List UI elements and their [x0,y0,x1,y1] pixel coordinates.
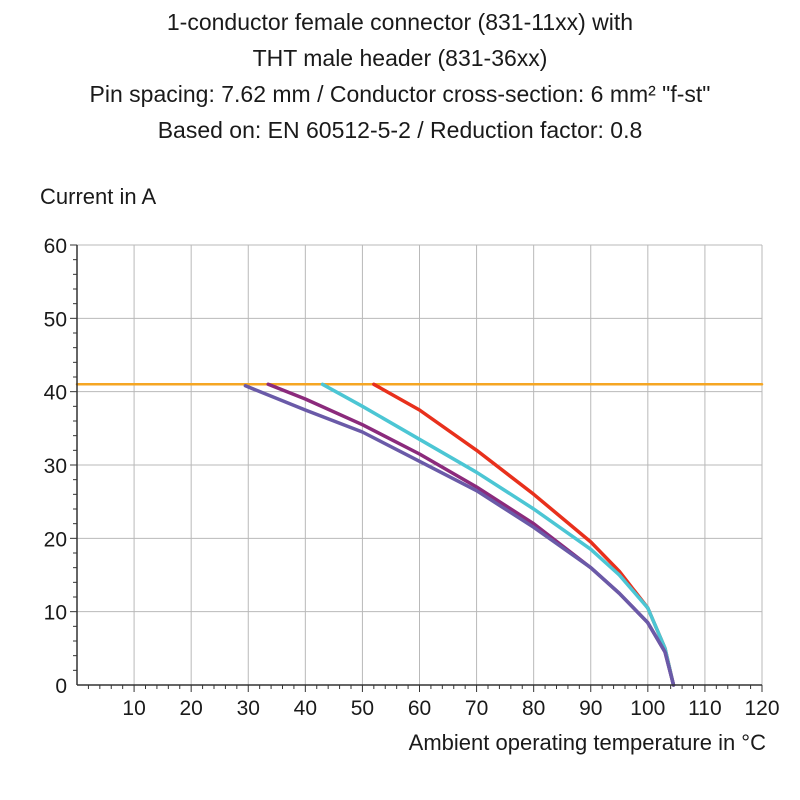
x-tick-label-4: 50 [351,697,374,720]
series-line-3 [266,382,676,687]
series-line-2 [320,382,676,687]
x-tick-label-1: 20 [179,697,202,720]
x-tick-label-8: 90 [579,697,602,720]
axes: 10 20 30 40 50 60 70 80 90 100 110 120 0 10 20 30 40 50 60 [44,235,780,720]
x-axis-label: Ambient operating temperature in °C [408,730,766,755]
y-axis-label: Current in A [40,184,157,209]
chart-title-block: 1-conductor female connector (831-11xx) … [0,4,800,148]
x-tick-label-11: 120 [744,697,779,720]
title-line-3: Pin spacing: 7.62 mm / Conductor cross-s… [89,81,711,107]
title-line-4: Based on: EN 60512-5-2 / Reduction facto… [157,117,643,143]
y-tick-label-0: 0 [55,675,67,698]
y-tick-label-3: 30 [44,455,67,478]
x-tick-label-0: 10 [122,697,145,720]
series-line-4 [243,384,676,687]
title-line-2: THT male header (831-36xx) [252,45,548,71]
x-tick-label-6: 70 [465,697,488,720]
y-tick-label-6: 60 [44,235,67,258]
y-tick-label-4: 40 [44,382,67,405]
x-tick-label-7: 80 [522,697,545,720]
y-tick-label-1: 10 [44,602,67,625]
x-tick-label-10: 110 [688,697,721,720]
y-tick-label-2: 20 [44,528,67,551]
title-line-1: 1-conductor female connector (831-11xx) … [166,9,634,35]
x-tick-label-3: 40 [294,697,317,720]
series-line-1 [372,382,676,687]
x-tick-label-2: 30 [237,697,260,720]
grid [77,244,763,686]
y-tick-label-5: 50 [44,308,67,331]
x-tick-label-5: 60 [408,697,431,720]
x-tick-label-9: 100 [630,697,665,720]
series-group [75,382,764,687]
